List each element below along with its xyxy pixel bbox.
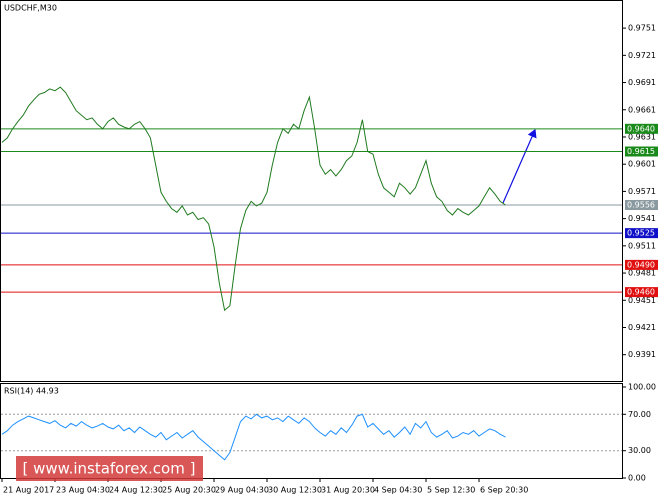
x-tick-label: 31 Aug 20:30 [321, 486, 375, 495]
y-tick-label: 0.9481 [628, 269, 656, 278]
forecast-arrow [502, 128, 537, 204]
y-tick-label: 30.00 [628, 446, 651, 455]
level-label-box [625, 259, 658, 270]
y-tick-label: 0.9691 [628, 78, 656, 87]
level-label-box [625, 200, 658, 211]
series-line [1, 413, 506, 461]
level-label: 0.9640 [627, 124, 655, 133]
level-label: 0.9556 [627, 201, 655, 210]
x-tick-label: 24 Aug 12:30 [109, 486, 163, 495]
y-tick-label: 0.9751 [628, 24, 656, 33]
y-tick-label: 0.9601 [628, 160, 656, 169]
price-panel [0, 0, 623, 382]
y-tick-label: 100.00 [628, 383, 656, 392]
y-tick-label: 0.9421 [628, 323, 656, 332]
y-tick-label: 0.9451 [628, 296, 656, 305]
level-label: 0.9490 [627, 260, 655, 269]
x-tick-label: 25 Aug 20:30 [162, 486, 216, 495]
level-label-box [625, 287, 658, 298]
x-tick-label: 21 Aug 2017 [3, 486, 54, 495]
y-tick-label: 0.9661 [628, 105, 656, 114]
level-label: 0.9525 [627, 229, 655, 238]
x-tick-label: 29 Aug 04:30 [215, 486, 269, 495]
watermark: [ www.instaforex.com ] [23, 460, 196, 478]
x-tick-label: 23 Aug 04:30 [56, 486, 110, 495]
level-label-box [625, 146, 658, 157]
y-tick-label: 70.00 [628, 410, 651, 419]
y-tick-label: 0.00 [628, 474, 646, 483]
level-label: 0.9460 [627, 288, 655, 297]
y-tick-label: 0.9511 [628, 241, 656, 250]
y-tick-label: 0.9571 [628, 187, 656, 196]
y-tick-label: 0.9631 [628, 132, 656, 141]
y-tick-label: 0.9541 [628, 214, 656, 223]
chart-title: USDCHF,M30 [4, 4, 57, 13]
level-label: 0.9615 [627, 147, 655, 156]
rsi-title: RSI(14) 44.93 [4, 387, 59, 396]
y-tick-label: 0.9391 [628, 350, 656, 359]
y-tick-label: 0.9721 [628, 51, 656, 60]
x-tick-label: 4 Sep 04:30 [374, 486, 422, 495]
watermark-box [16, 456, 203, 481]
level-label-box [625, 123, 658, 134]
series-line [1, 86, 506, 312]
x-tick-label: 5 Sep 12:30 [427, 486, 475, 495]
x-tick-label: 30 Aug 12:30 [268, 486, 322, 495]
x-tick-label: 6 Sep 20:30 [480, 486, 528, 495]
level-label-box [625, 228, 658, 239]
